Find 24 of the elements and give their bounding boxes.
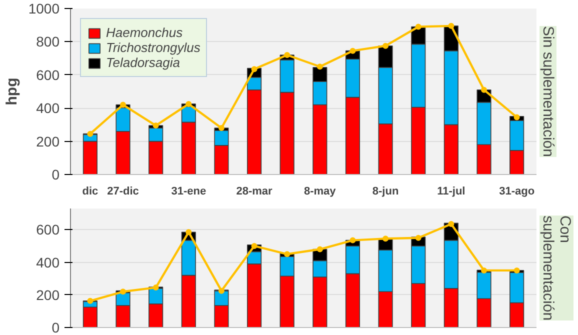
x-tick-label: 31-ene [171, 186, 206, 198]
y-tick-label: 0 [52, 320, 60, 335]
y-tick-label: 200 [36, 286, 60, 303]
x-tick-label: 8-may [304, 186, 337, 198]
text: Con suplementación [540, 215, 574, 321]
y-tick-label: 1000 [28, 0, 60, 16]
x-tick-label: 31-ago [499, 186, 535, 198]
y-tick-label: 800 [36, 34, 60, 50]
y-tick-label: 600 [36, 222, 60, 238]
legend-label: Haemonchus [106, 25, 183, 40]
legend-label: Teladorsagia [106, 55, 180, 70]
x-tick-label: 11-jul [437, 186, 466, 198]
x-tick-label: 28-mar [236, 186, 274, 198]
y-tick-label: 200 [36, 133, 60, 150]
x-tick-label: 27-dic [107, 186, 139, 198]
y-tick-label: 400 [36, 254, 60, 270]
y-axis-title: hpg [3, 78, 20, 106]
text: Sin suplementación [540, 26, 556, 157]
x-tick-label: 8-jun [372, 186, 399, 198]
x-tick-label: dic [82, 186, 98, 198]
y-tick-label: 0 [52, 166, 60, 182]
legend-label: Trichostrongylus [106, 40, 200, 55]
y-tick-label: 600 [36, 66, 60, 83]
y-tick-label: 400 [36, 100, 60, 116]
